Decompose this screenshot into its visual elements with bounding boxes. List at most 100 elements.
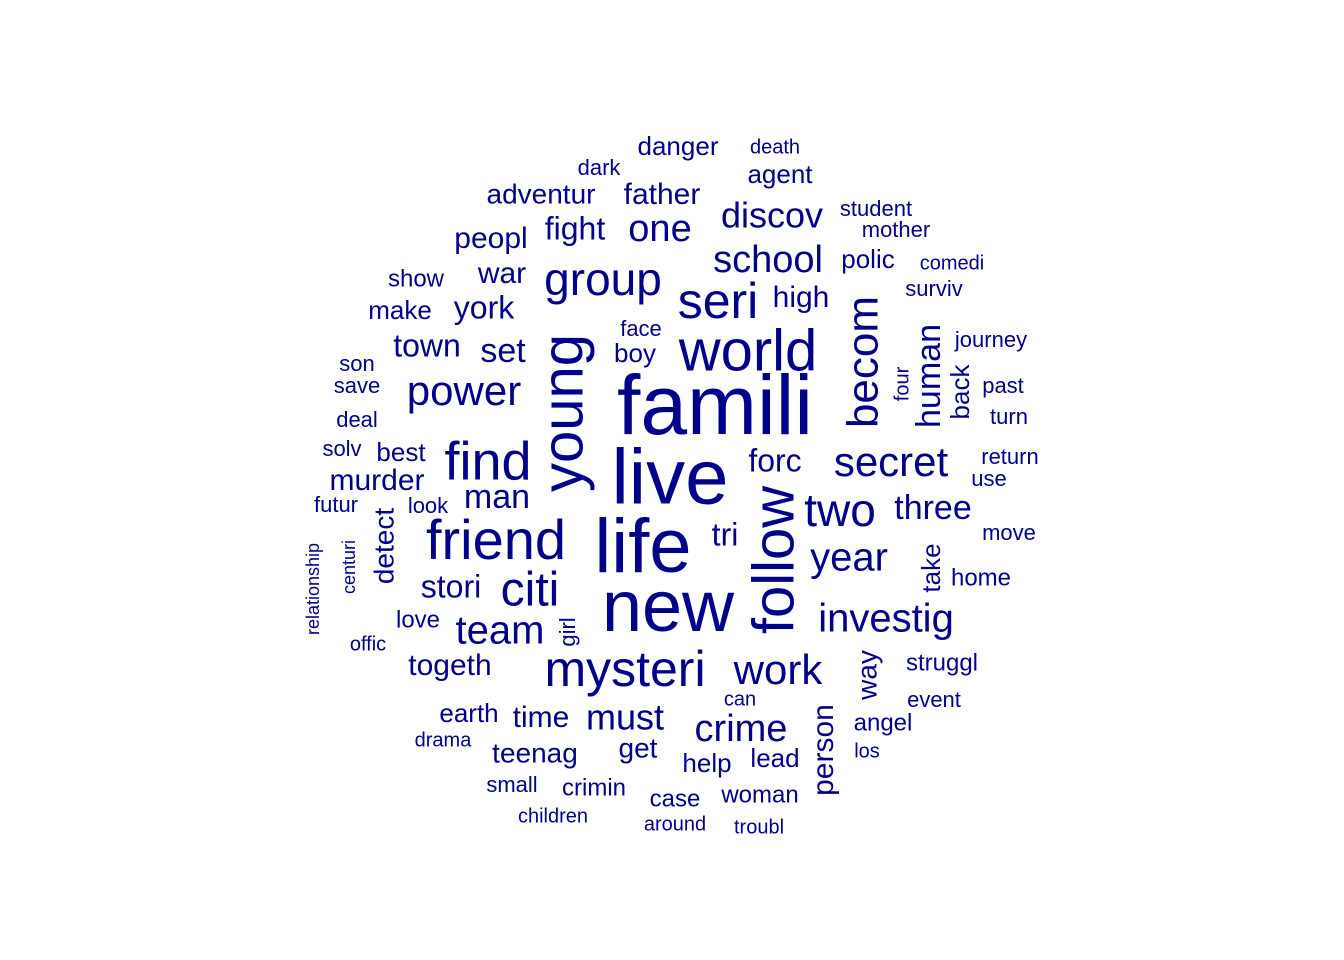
word-solv: solv [322,436,361,461]
word-look: look [408,493,449,518]
word-help: help [682,748,731,778]
word-friend: friend [426,508,566,571]
word-murder: murder [329,464,424,497]
word-york: york [454,289,515,325]
word-surviv: surviv [905,276,962,301]
word-man: man [464,478,530,516]
word-children: children [518,805,588,827]
word-angel: angel [854,709,913,736]
word-becom: becom [839,296,888,428]
word-togeth: togeth [408,649,491,682]
word-three: three [894,489,972,527]
word-struggl: struggl [906,649,978,676]
word-polic: polic [841,244,894,274]
word-two: two [804,484,876,536]
word-detect: detect [368,508,399,584]
word-centuri: centuri [339,540,359,594]
word-mysteri: mysteri [544,641,705,697]
word-show: show [388,265,445,292]
word-famili: famili [617,358,813,452]
word-home: home [951,564,1011,591]
word-way: way [851,650,882,701]
word-save: save [334,373,380,398]
word-high: high [773,281,830,314]
word-world: world [678,318,818,383]
word-work: work [733,646,824,693]
word-danger: danger [638,131,719,161]
word-woman: woman [720,781,798,808]
word-offic: offic [350,633,386,655]
word-follow: follow [741,485,806,634]
word-dark: dark [578,155,622,180]
word-back: back [945,364,975,420]
word-face: face [620,316,662,341]
word-four: four [891,366,913,401]
word-mother: mother [862,217,930,242]
word-teenag: teenag [492,737,578,768]
word-new: new [602,567,735,647]
word-discov: discov [721,195,823,236]
word-must: must [586,697,664,738]
word-life: life [594,504,691,589]
word-seri: seri [678,273,759,329]
word-peopl: peopl [454,222,527,255]
word-event: event [907,687,961,712]
word-crime: crime [695,708,788,750]
word-set: set [480,332,526,370]
word-can: can [724,688,756,710]
word-journey: journey [954,327,1027,352]
word-investig: investig [818,597,954,641]
word-take: take [916,543,946,592]
word-agent: agent [747,159,813,189]
word-tri: tri [712,516,739,552]
word-fight: fight [545,210,606,246]
word-father: father [624,178,701,211]
word-son: son [339,351,374,376]
word-around: around [644,813,706,835]
word-human: human [910,324,948,428]
word-get: get [619,732,658,763]
word-group: group [544,253,662,305]
word-power: power [407,367,521,414]
word-case: case [650,785,701,812]
word-turn: turn [990,404,1028,429]
word-time: time [513,701,570,734]
word-return: return [981,444,1038,469]
word-death: death [750,136,800,158]
word-citi: citi [501,564,560,617]
word-adventur: adventur [487,178,596,209]
word-live: live [611,433,728,521]
word-make: make [368,295,432,325]
word-girl: girl [555,617,580,646]
word-person: person [807,704,840,796]
word-past: past [982,373,1024,398]
word-forc: forc [748,442,801,478]
word-boy: boy [614,338,656,368]
word-school: school [713,239,823,281]
word-town: town [393,327,461,363]
word-student: student [840,196,912,221]
word-use: use [971,466,1006,491]
word-move: move [982,520,1036,545]
word-crimin: crimin [562,774,626,801]
word-lead: lead [750,743,799,773]
word-team: team [456,609,545,653]
word-earth: earth [439,698,498,728]
word-year: year [810,536,888,580]
word-best: best [376,437,426,467]
word-love: love [396,606,440,633]
word-small: small [486,772,537,797]
word-los: los [854,740,880,762]
word-futur: futur [314,492,358,517]
word-find: find [444,431,531,491]
word-relationship: relationship [303,543,323,635]
word-comedi: comedi [920,252,984,274]
word-stori: stori [421,568,481,604]
word-war: war [477,257,526,290]
word-troubl: troubl [734,816,784,838]
word-deal: deal [336,407,378,432]
word-drama: drama [415,729,473,751]
word-secret: secret [834,438,949,485]
word-one: one [628,208,691,250]
